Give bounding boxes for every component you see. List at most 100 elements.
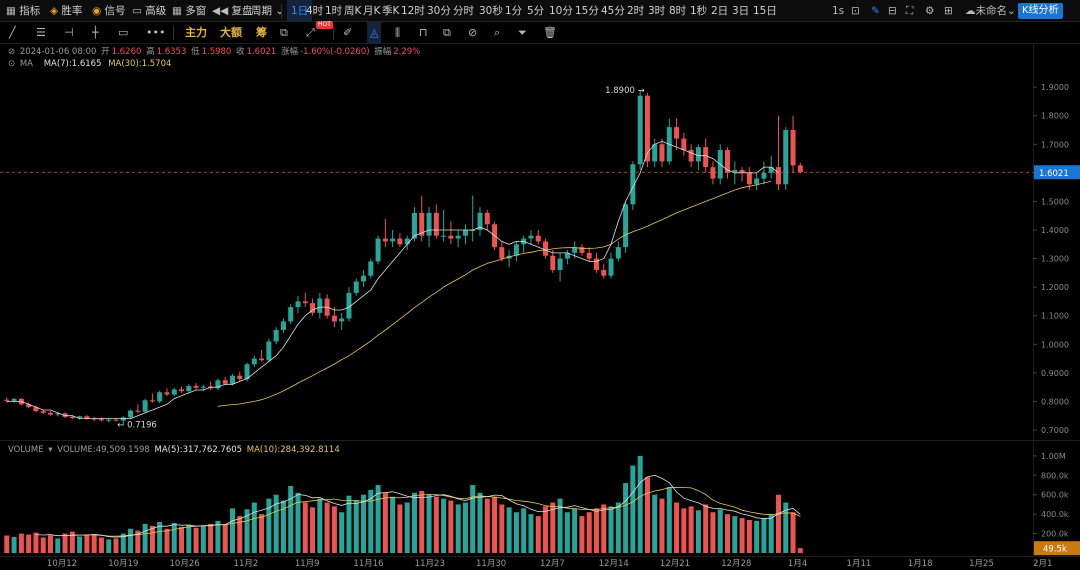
period-tab-10[interactable]: 1分 [505,5,523,17]
period-tab-18[interactable]: 1秒 [690,5,708,17]
volume-bar [251,502,257,553]
candle-body [644,95,650,162]
volume-bar [353,500,359,553]
period-tab-6[interactable]: 12时 [401,5,425,17]
replay-icon: ◀◀ [212,5,229,17]
volume-bar [557,498,563,553]
period-tab-19[interactable]: 2日 [711,5,729,17]
candle-body [4,399,10,401]
magnify-icon[interactable]: ⌕ [494,26,501,39]
layers-icon[interactable]: ⧉ [443,26,451,39]
more-tools-icon[interactable]: ••• [146,26,166,39]
grid-icon[interactable]: ⊞ [944,5,953,17]
volume-bar [462,502,468,553]
volume-bar [390,496,396,553]
candle-body [397,238,403,245]
candle-body [98,419,104,421]
period-tab-1[interactable]: 4时 [306,5,324,17]
filter-icon[interactable]: ⏷ [518,26,527,39]
volume-bar [586,512,592,553]
period-tab-20[interactable]: 3日 [732,5,750,17]
period-tab-12[interactable]: 10分 [549,5,573,17]
volume-bar [4,535,10,553]
volume-bar [572,508,578,553]
volume-bar [84,535,90,553]
period-tab-3[interactable]: 周K [344,5,362,17]
candle-body [157,392,163,402]
layout-name-dropdown[interactable]: ☁未命名⌄ [965,0,1016,22]
period-tab-14[interactable]: 45分 [601,5,625,17]
advanced-button[interactable]: ▭ 高级 [132,0,166,22]
volume-bar [513,512,519,553]
minus-box-icon[interactable]: ⊟ [888,5,897,17]
volume-bar [310,507,316,553]
candle-body [375,238,381,262]
period-tab-8[interactable]: 分时 [453,5,474,17]
trash-icon[interactable]: 🗑 [543,26,557,39]
trendline-tool-icon[interactable]: ╱ [9,26,16,39]
rectangle-tool-icon[interactable]: ▭ [118,26,129,39]
volume-bars [4,455,803,553]
crosshair-line-icon[interactable]: ┼ [92,26,99,39]
price-tick-label: 1.1000 [1041,312,1069,321]
horizontal-line-icon[interactable]: ⊣ [64,26,74,39]
signal-button[interactable]: ◉ 信号 [92,0,126,22]
period-tab-11[interactable]: 5分 [527,5,545,17]
candle-body [215,380,221,389]
volume-bar [732,516,738,553]
lock-icon[interactable]: ⊓ [419,26,428,39]
candle-body [382,238,388,242]
close-value: 1.6021 [246,47,277,57]
period-tab-16[interactable]: 3时 [648,5,666,17]
candle-body [775,167,781,185]
candle-body [470,230,476,231]
indicator-button[interactable]: ▦ 指标 [6,0,40,22]
period-tab-21[interactable]: 15日 [753,5,777,17]
parallel-lines-icon[interactable]: ☰ [36,26,46,39]
eye-icon[interactable]: ⊙ [8,59,16,69]
period-tab-15[interactable]: 2时 [627,5,645,17]
main-force-button[interactable]: 主力 [185,26,207,39]
period-tab-9[interactable]: 30秒 [479,5,503,17]
ruler-icon[interactable]: ✐ [343,26,353,39]
collapse-icon[interactable]: ⊘ [8,47,16,57]
hide-icon[interactable]: ⊘ [468,26,478,39]
camera-icon[interactable]: ⊡ [851,5,860,17]
candle-body [339,318,345,322]
period-tab-7[interactable]: 30分 [427,5,451,17]
volume-bar [382,492,388,553]
second-toggle[interactable]: 1s [832,5,845,17]
volume-bar [725,514,731,553]
advanced-icon: ▭ [132,5,142,17]
hot-badge: HOT [316,21,333,29]
period-tab-13[interactable]: 15分 [575,5,599,17]
pencil-icon[interactable]: ✎ [871,5,880,17]
period-dropdown[interactable]: 周期 ⌄ [251,0,284,22]
period-tab-2[interactable]: 1时 [325,5,343,17]
volume-bar [492,496,498,553]
period-tab-4[interactable]: 月K [363,5,381,17]
chip-button[interactable]: 筹 [256,26,267,39]
copy-icon[interactable]: ⧉ [280,26,288,39]
chevron-down-icon[interactable]: ▾ [48,445,53,455]
kline-analysis-button[interactable]: K线分析 [1018,3,1063,19]
fullscreen-icon[interactable]: ⛶ [906,5,914,17]
multiwindow-button[interactable]: ▦ 多窗 [172,0,206,22]
winrate-button[interactable]: ◈ 胜率 [50,0,82,22]
volume-bar [703,504,709,553]
price-tick-label: 0.7000 [1041,426,1069,435]
volume-bar [419,490,425,553]
settings-gear-icon[interactable]: ⚙ [925,5,935,17]
period-tab-0[interactable]: 1日 [287,0,313,22]
volume-ma10-line [72,486,801,537]
period-tab-5[interactable]: 季K [382,5,400,17]
candle-style-icon[interactable]: ⫼ [395,26,401,39]
magnet-icon[interactable]: ◬ [367,22,382,44]
big-order-button[interactable]: 大额 [220,26,242,39]
replay-button[interactable]: ◀◀ 复盘 [212,0,253,22]
period-tab-17[interactable]: 8时 [669,5,687,17]
magic-tool-icon[interactable]: ⤢ HOT [306,21,333,39]
volume-bar [710,512,716,553]
date-tick-label: 11月2 [234,559,259,569]
